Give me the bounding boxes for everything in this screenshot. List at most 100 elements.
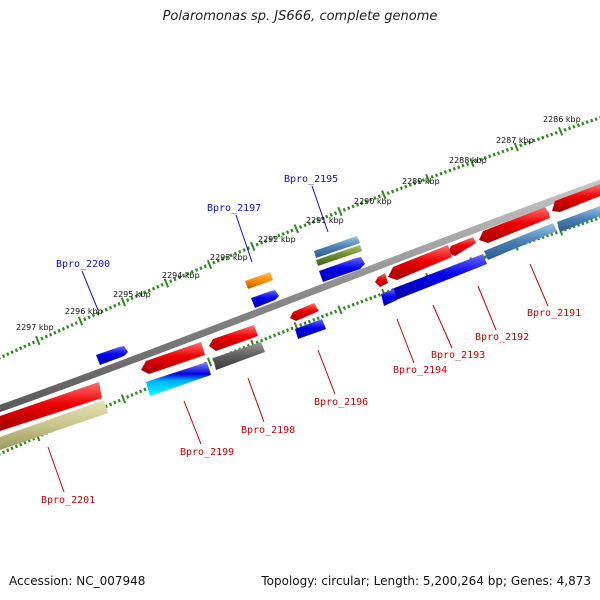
gene-bpro-2194-feature[interactable]: [381, 289, 397, 306]
minor-tick: [130, 393, 134, 397]
minor-tick: [479, 157, 483, 162]
gene-label-bpro-2196[interactable]: Bpro_2196: [314, 397, 368, 408]
minor-tick: [545, 134, 549, 138]
gene-bpro-2201-feature[interactable]: [0, 400, 108, 450]
minor-tick: [412, 181, 417, 186]
outer-scale-ticks: [0, 116, 600, 360]
gene-label-bpro-2195[interactable]: Bpro_2195: [284, 174, 338, 185]
gene-label-bpro-2194[interactable]: Bpro_2194: [393, 365, 447, 376]
gene-feature-red[interactable]: [448, 237, 476, 256]
minor-tick: [186, 271, 190, 276]
gene-feature-blue[interactable]: [319, 257, 365, 282]
forward-strand-genes: [96, 236, 365, 365]
scale-label: 2296 kbp: [65, 307, 103, 316]
gene-label-bpro-2201[interactable]: Bpro_2201: [41, 495, 95, 506]
minor-tick: [264, 239, 268, 243]
minor-tick: [104, 307, 108, 312]
leader-line: [247, 377, 265, 423]
minor-tick: [190, 269, 194, 274]
minor-tick: [307, 319, 312, 324]
scale-label: 2295 kbp: [113, 290, 151, 299]
gene-feature-red[interactable]: [209, 325, 258, 351]
leader-line: [235, 214, 253, 263]
minor-tick: [492, 152, 496, 157]
minor-tick: [1, 450, 6, 454]
minor-tick: [6, 352, 10, 357]
gene-feature-blue[interactable]: [392, 254, 487, 300]
minor-tick: [404, 184, 408, 189]
gene-bpro-2192-feature[interactable]: [479, 207, 550, 243]
gene-feature-red[interactable]: [141, 342, 205, 374]
minor-tick: [1, 354, 6, 358]
minor-tick: [386, 191, 390, 196]
minor-tick: [347, 206, 351, 211]
scale-label: 2289 kbp: [402, 177, 440, 186]
gene-feature-steel[interactable]: [557, 206, 600, 232]
minor-tick: [342, 306, 347, 311]
major-tick: [425, 173, 431, 183]
minor-tick: [594, 217, 598, 221]
major-tick: [206, 259, 213, 270]
minor-tick: [126, 394, 130, 399]
minor-tick: [113, 303, 117, 308]
leader-line: [311, 185, 329, 233]
gene-bpro-2200-feature[interactable]: [96, 346, 128, 365]
gene-feature-red[interactable]: [290, 303, 319, 321]
gene-feature-red[interactable]: [375, 273, 388, 287]
gene-feature-green[interactable]: [316, 245, 362, 266]
minor-tick: [329, 311, 333, 315]
gene-feature-blue[interactable]: [251, 290, 279, 308]
gene-label-bpro-2197[interactable]: Bpro_2197: [207, 203, 261, 214]
gene-label-bpro-2198[interactable]: Bpro_2198: [241, 425, 295, 436]
gene-label-bpro-2192[interactable]: Bpro_2192: [475, 332, 529, 343]
gene-bpro-2198-feature[interactable]: [213, 342, 265, 370]
minor-tick: [325, 312, 329, 317]
minor-tick: [585, 120, 589, 125]
minor-tick: [532, 138, 536, 143]
minor-tick: [91, 313, 96, 318]
leader-line: [183, 400, 202, 445]
minor-tick: [377, 293, 382, 297]
minor-tick: [96, 311, 100, 316]
minor-tick: [177, 275, 181, 280]
minor-tick: [355, 301, 360, 306]
minor-tick: [156, 284, 160, 289]
minor-tick: [264, 336, 268, 341]
gene-bpro-2197-feature[interactable]: [245, 272, 273, 289]
gene-label-bpro-2199[interactable]: Bpro_2199: [180, 447, 234, 458]
minor-tick: [299, 323, 303, 327]
minor-tick: [40, 336, 44, 341]
major-tick: [513, 142, 519, 152]
gene-label-bpro-2200[interactable]: Bpro_2200: [56, 259, 110, 270]
minor-tick: [369, 296, 373, 301]
major-tick: [293, 224, 299, 234]
gene-bpro-2195-feature[interactable]: [314, 236, 360, 258]
gene-bpro-2193-feature[interactable]: [388, 245, 452, 280]
gene-feature-red[interactable]: [0, 382, 102, 431]
minor-tick: [272, 235, 277, 240]
scale-labels: 2286 kbp 2287 kbp 2288 kbp 2289 kbp 2290…: [16, 115, 581, 332]
minor-tick: [510, 146, 514, 151]
minor-tick: [246, 246, 251, 251]
leader-line: [477, 285, 497, 331]
major-tick: [381, 190, 387, 200]
minor-tick: [320, 216, 325, 221]
minor-tick: [143, 387, 147, 392]
minor-tick: [368, 197, 373, 202]
gene-label-bpro-2193[interactable]: Bpro_2193: [431, 350, 485, 361]
gene-bpro-2199-feature[interactable]: [146, 362, 211, 396]
minor-tick: [126, 298, 130, 302]
gene-bpro-2191-feature[interactable]: [552, 184, 600, 212]
minor-tick: [44, 334, 48, 339]
minor-tick: [100, 309, 104, 314]
minor-tick: [461, 163, 465, 168]
gene-bpro-2196-feature[interactable]: [295, 319, 326, 339]
major-tick: [337, 305, 343, 315]
minor-tick: [53, 330, 57, 335]
minor-tick: [27, 342, 31, 347]
genome-backbone: [0, 179, 600, 413]
gene-feature-steel[interactable]: [484, 223, 557, 260]
minor-tick: [66, 324, 70, 329]
minor-tick: [212, 260, 216, 265]
gene-label-bpro-2191[interactable]: Bpro_2191: [527, 308, 581, 319]
